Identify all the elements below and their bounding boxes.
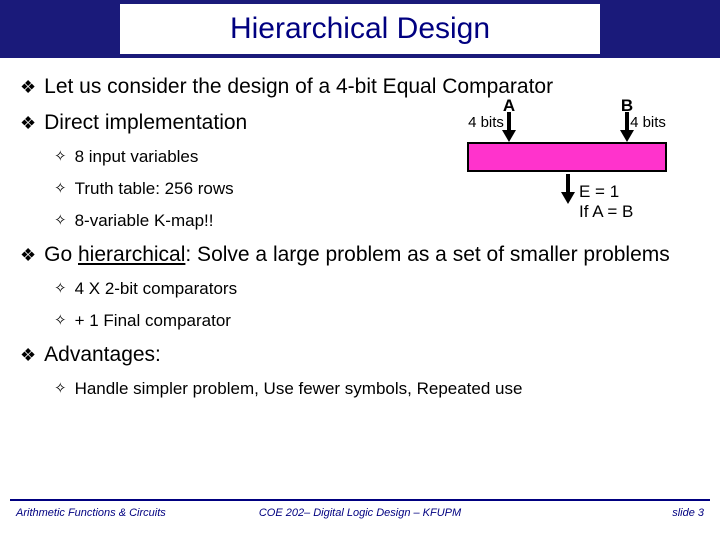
subbullet-finalcomp: ✧ + 1 Final comparator: [54, 310, 700, 332]
bullet-text: Advantages:: [44, 342, 161, 368]
comparator-box: [467, 142, 667, 172]
footer-divider: [10, 499, 710, 501]
comparator-diagram: A B 4 bits 4 bits E = 1 If A = B: [445, 96, 685, 236]
arrow-a-icon: [502, 112, 516, 142]
text-suffix: : Solve a large problem as a set of smal…: [185, 243, 669, 266]
bullet-text: 8-variable K-map!!: [75, 210, 214, 232]
title-box: Hierarchical Design: [120, 4, 600, 54]
bullet-text: Handle simpler problem, Use fewer symbol…: [75, 378, 523, 400]
page-title: Hierarchical Design: [230, 12, 490, 46]
diamond-icon: ❖: [20, 74, 36, 100]
text-prefix: Go: [44, 243, 78, 266]
footer-right: slide 3: [672, 507, 704, 519]
output-line1: E = 1: [579, 182, 619, 201]
diamond-open-icon: ✧: [54, 278, 67, 300]
diamond-icon: ❖: [20, 242, 36, 268]
bullet-text: Go hierarchical: Solve a large problem a…: [44, 242, 670, 268]
footer: Arithmetic Functions & Circuits COE 202–…: [10, 505, 710, 535]
output-line2: If A = B: [579, 202, 633, 221]
arrow-b-icon: [620, 112, 634, 142]
subbullet-simpler: ✧ Handle simpler problem, Use fewer symb…: [54, 378, 700, 400]
diamond-icon: ❖: [20, 110, 36, 136]
bullet-text: 8 input variables: [75, 146, 199, 168]
diamond-open-icon: ✧: [54, 378, 67, 400]
diamond-open-icon: ✧: [54, 210, 67, 232]
arrow-out-icon: [561, 174, 575, 204]
footer-center: COE 202– Digital Logic Design – KFUPM: [10, 507, 710, 519]
bullet-text: 4 X 2-bit comparators: [75, 278, 238, 300]
bullet-hierarchical: ❖ Go hierarchical: Solve a large problem…: [20, 242, 700, 268]
bullet-text: Direct implementation: [44, 110, 247, 136]
bullet-text: + 1 Final comparator: [75, 310, 231, 332]
diamond-open-icon: ✧: [54, 178, 67, 200]
diamond-open-icon: ✧: [54, 146, 67, 168]
output-label: E = 1 If A = B: [579, 182, 689, 222]
diamond-open-icon: ✧: [54, 310, 67, 332]
text-underlined: hierarchical: [78, 243, 185, 266]
bullet-advantages: ❖ Advantages:: [20, 342, 700, 368]
subbullet-4x2bit: ✧ 4 X 2-bit comparators: [54, 278, 700, 300]
title-band: Hierarchical Design: [0, 0, 720, 58]
diamond-icon: ❖: [20, 342, 36, 368]
bullet-text: Truth table: 256 rows: [75, 178, 234, 200]
